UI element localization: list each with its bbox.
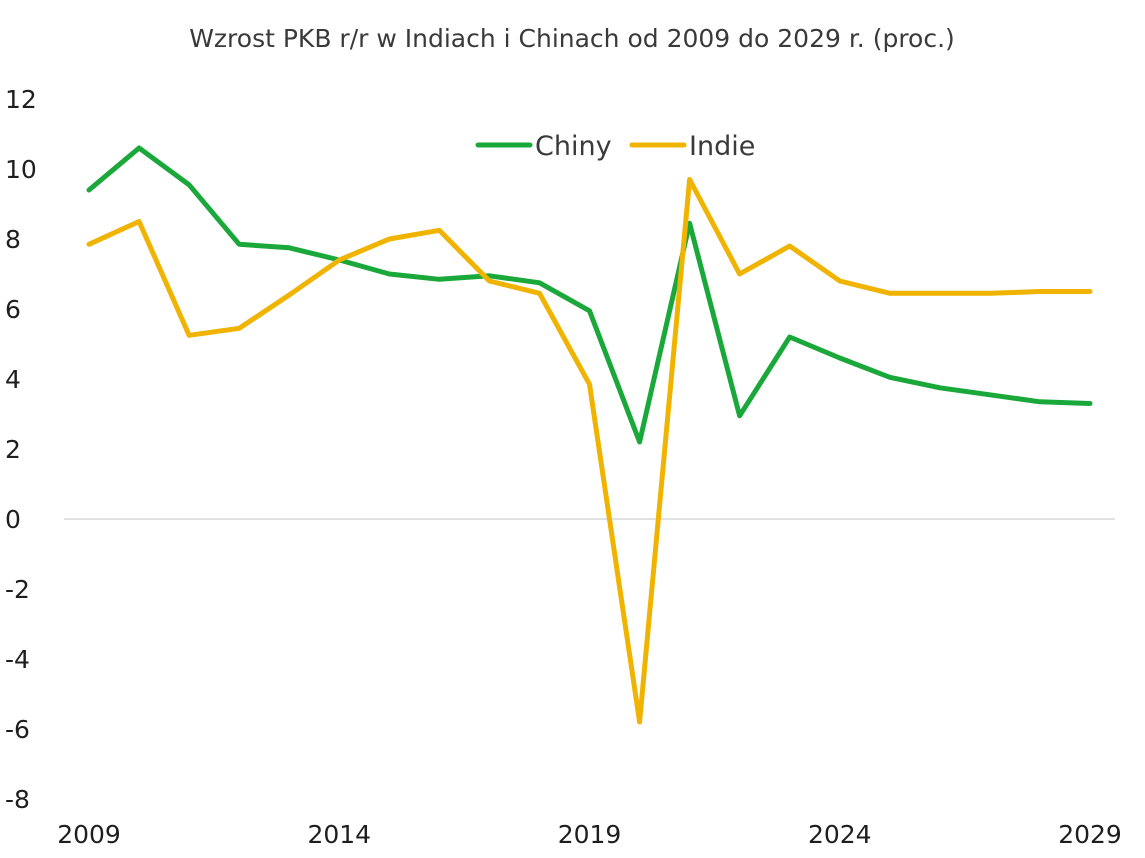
- y-tick-label: -8: [5, 785, 30, 814]
- y-tick-label: 10: [5, 155, 37, 184]
- chart-title: Wzrost PKB r/r w Indiach i Chinach od 20…: [189, 24, 955, 53]
- x-tick-label: 2024: [808, 820, 872, 849]
- y-tick-label: 8: [5, 225, 21, 254]
- series-lines: [86, 145, 1093, 725]
- legend-label-chiny: Chiny: [535, 131, 612, 162]
- y-tick-label: 2: [5, 435, 21, 464]
- series-line-indie: [86, 177, 1093, 725]
- y-axis-tick-labels: 12 10 8 6 4 2 0 -2 -4 -6 -8: [5, 85, 37, 814]
- legend-label-indie: Indie: [689, 131, 755, 162]
- x-tick-label: 2029: [1058, 820, 1122, 849]
- series-line-chiny: [86, 145, 1093, 445]
- x-tick-label: 2019: [558, 820, 622, 849]
- y-tick-label: 0: [5, 505, 21, 534]
- y-tick-label: 6: [5, 295, 21, 324]
- y-tick-label: -2: [5, 575, 30, 604]
- y-tick-label: -6: [5, 715, 30, 744]
- x-axis-tick-labels: 2009 2014 2019 2024 2029: [57, 820, 1122, 849]
- x-tick-label: 2014: [307, 820, 371, 849]
- y-tick-label: 4: [5, 365, 21, 394]
- y-tick-label: -4: [5, 645, 30, 674]
- x-tick-label: 2009: [57, 820, 121, 849]
- y-tick-label: 12: [5, 85, 37, 114]
- legend: Chiny Indie: [475, 131, 755, 162]
